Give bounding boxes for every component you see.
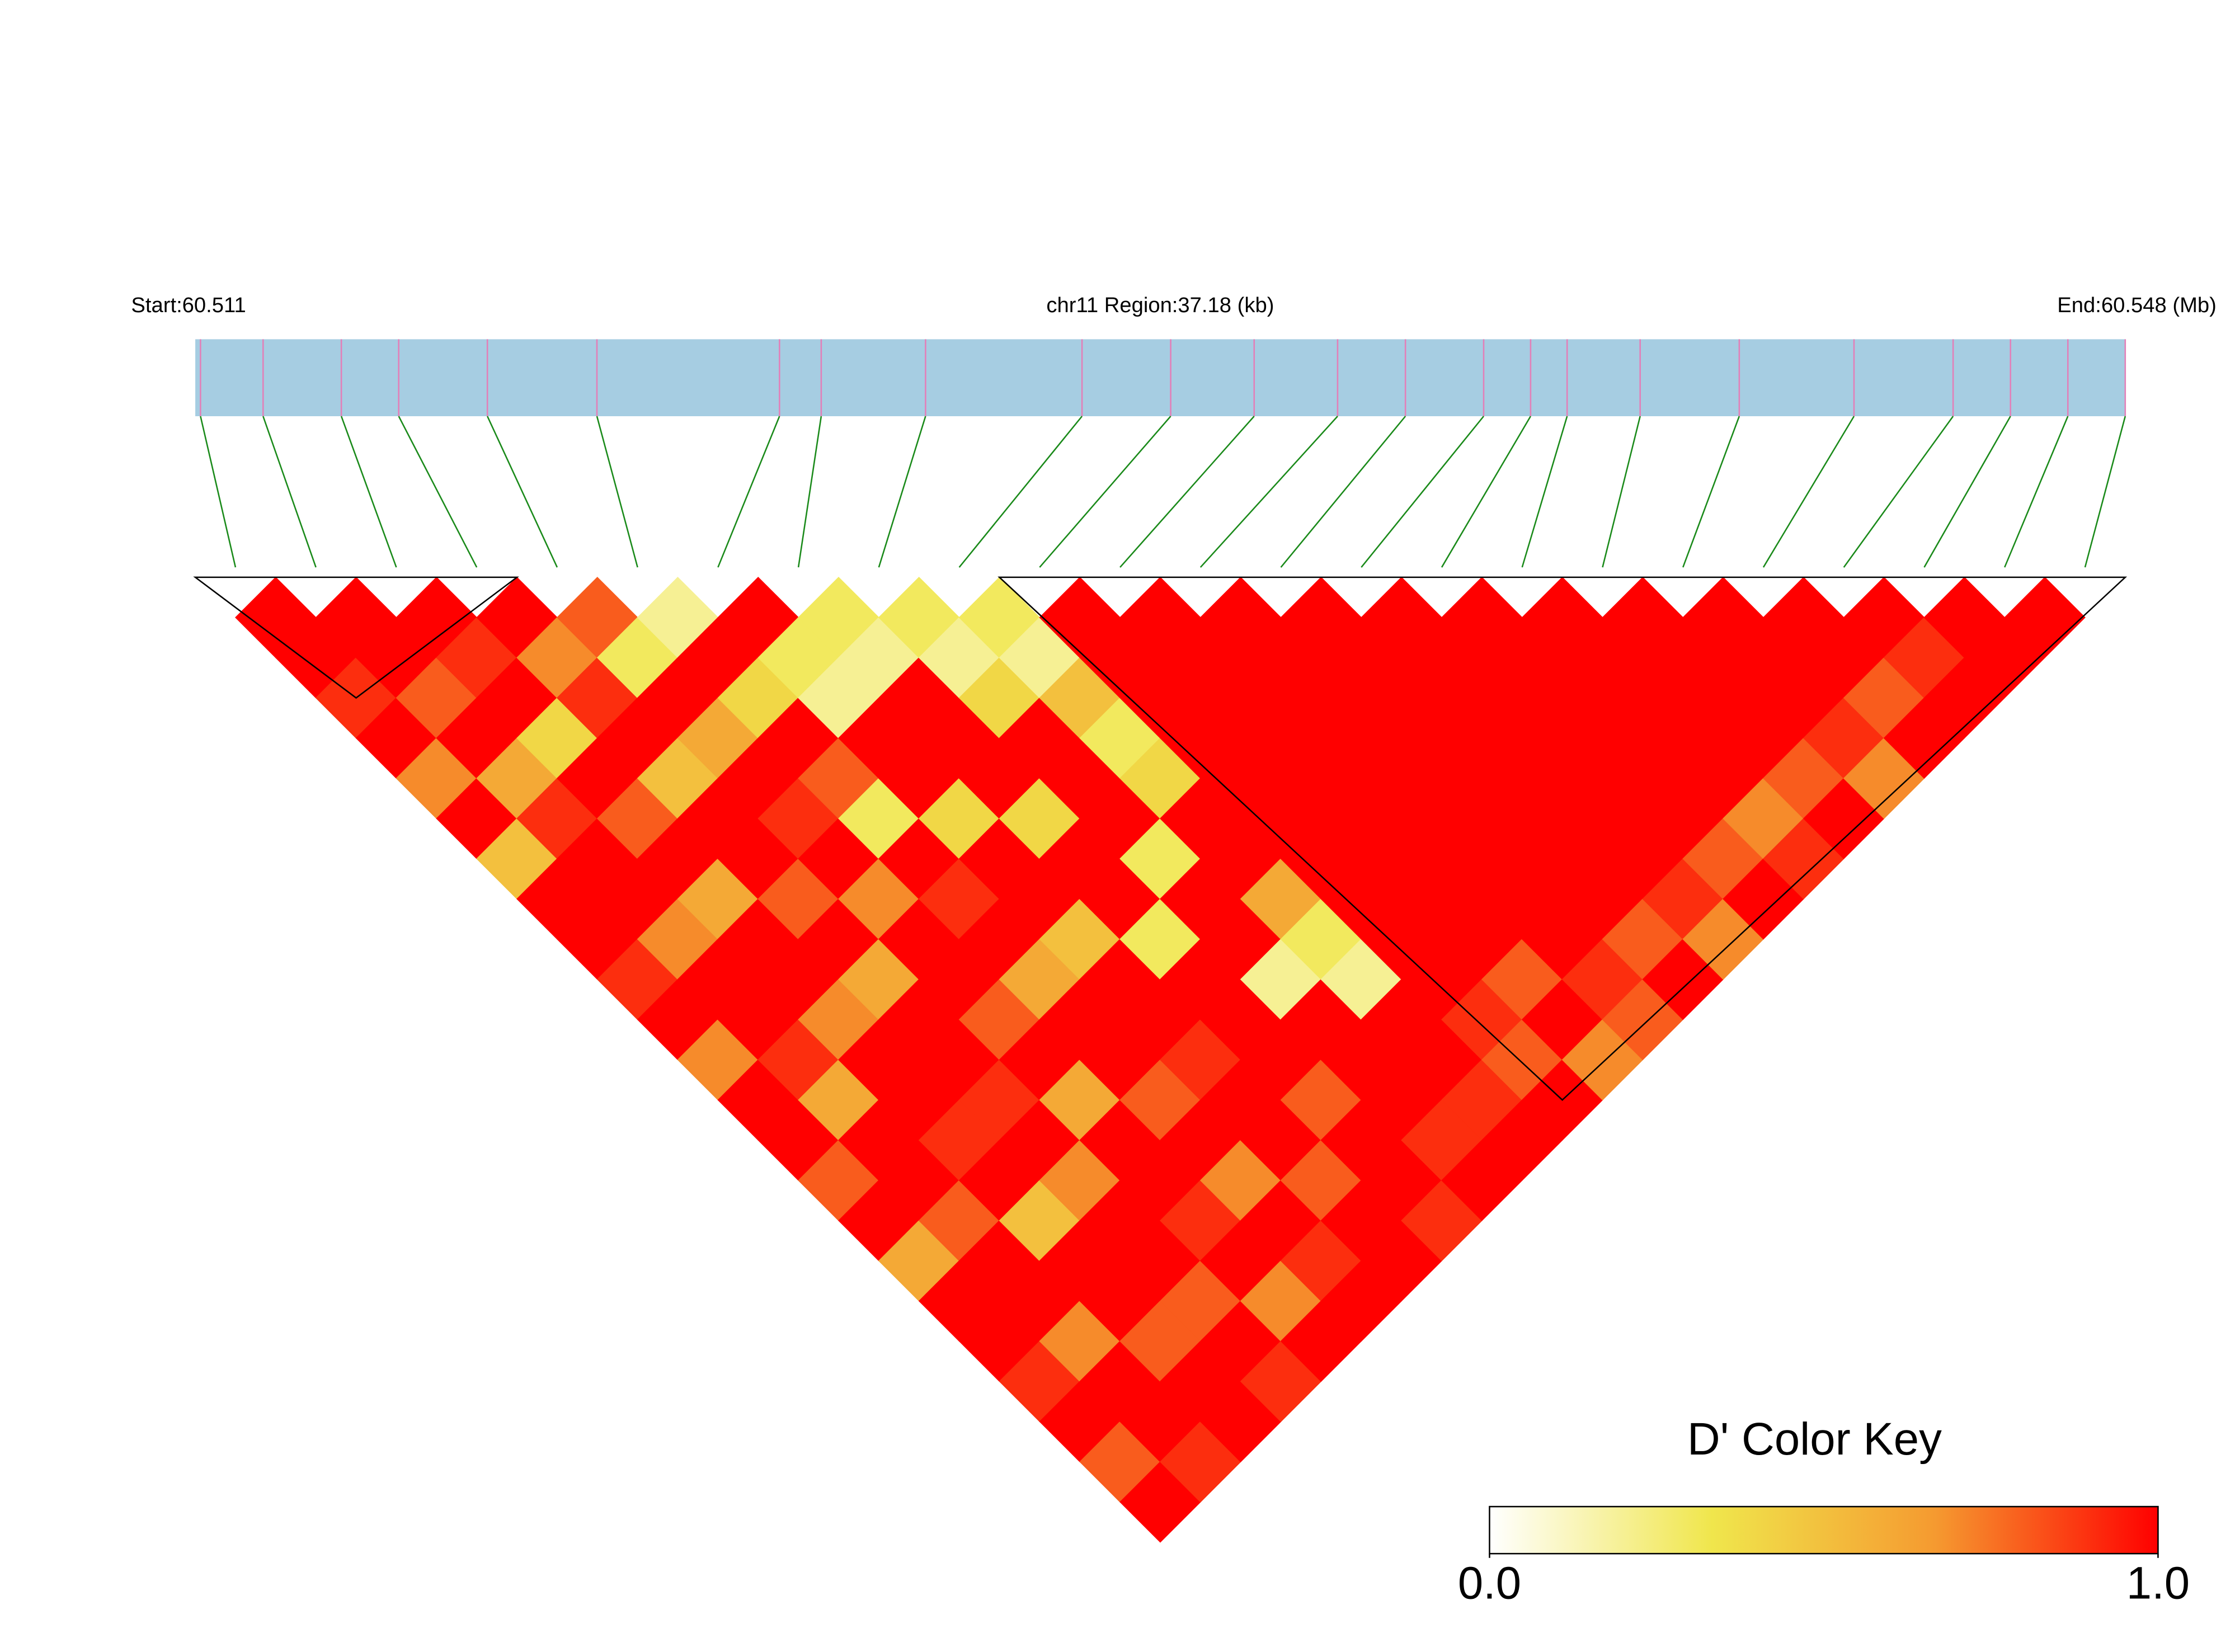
snp-connector <box>340 416 397 568</box>
ld-cell <box>2004 577 2086 658</box>
snp-connector <box>1602 416 1641 568</box>
snp-connector <box>2084 416 2126 568</box>
snp-connector <box>717 416 780 568</box>
region-label: chr11 Region:37.18 (kb) <box>1046 293 1274 317</box>
snp-connector <box>1923 416 2011 568</box>
snp-connector <box>1843 416 1954 568</box>
color-key <box>1489 1505 2159 1555</box>
snp-connector <box>797 416 822 568</box>
snp-connector <box>398 416 478 568</box>
colorbar-title: D' Color Key <box>1687 1414 1942 1465</box>
snp-connector <box>1280 416 1406 568</box>
snp-connector <box>1361 416 1484 568</box>
snp-connector <box>1441 416 1532 568</box>
region-bar <box>195 339 2125 416</box>
snp-connector <box>1039 416 1171 568</box>
snp-connector <box>262 416 317 568</box>
snp-connector <box>487 416 558 568</box>
snp-connector <box>1119 416 1255 568</box>
snp-connector <box>200 416 237 568</box>
snp-connector <box>1682 416 1740 568</box>
snp-connector <box>1199 416 1338 568</box>
end-label: End:60.548 (Mb) <box>2057 293 2217 317</box>
ld-block <box>997 576 2128 1101</box>
snp-connector <box>878 416 926 568</box>
key-tick-label: 1.0 <box>2126 1557 2190 1608</box>
key-tick-label: 0.0 <box>1458 1557 1521 1608</box>
ld-block <box>193 576 519 699</box>
snp-connector <box>958 416 1083 568</box>
snp-connector <box>1521 416 1568 568</box>
snp-connector <box>2004 416 2069 568</box>
start-label: Start:60.511 <box>131 293 246 317</box>
snp-connector <box>596 416 638 568</box>
snp-connector <box>1762 416 1855 568</box>
